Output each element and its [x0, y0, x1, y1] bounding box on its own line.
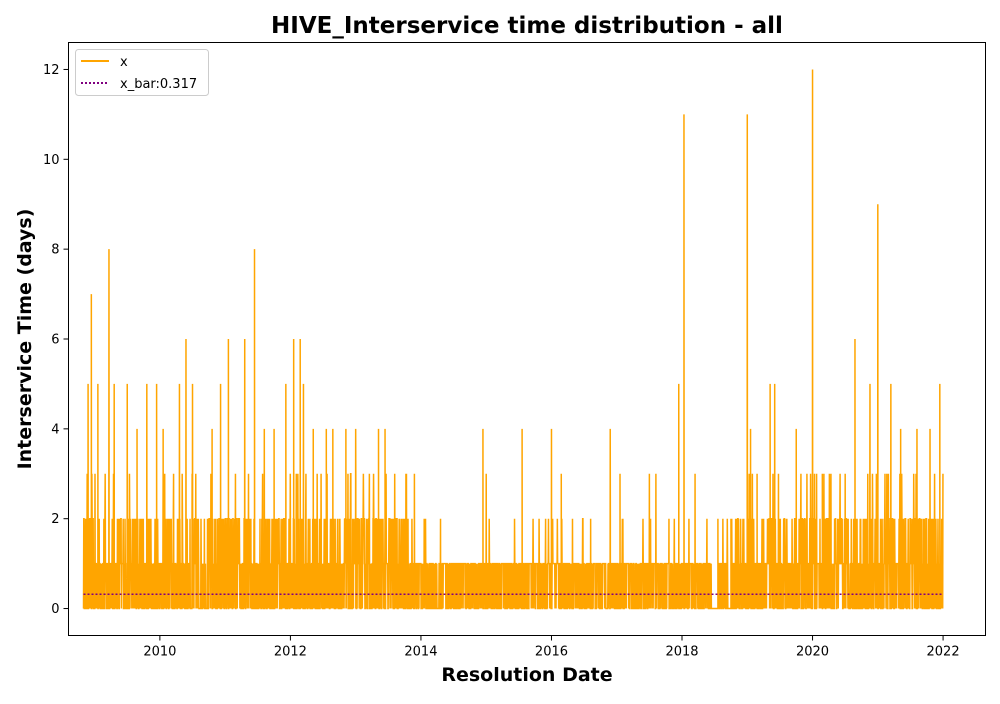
- y-tick-label-12: 12: [43, 63, 60, 78]
- y-tick-label-4: 4: [51, 422, 59, 437]
- y-axis-label: Interservice Time (days): [14, 209, 36, 470]
- y-tick-label-2: 2: [51, 512, 59, 527]
- plot-content: [82, 69, 944, 610]
- x-tick-label-2018: 2018: [665, 645, 698, 660]
- x-axis-label: Resolution Date: [441, 664, 612, 686]
- y-tick-label-0: 0: [51, 602, 59, 617]
- chart-title: HIVE_Interservice time distribution - al…: [271, 13, 783, 39]
- y-tick-label-10: 10: [43, 153, 60, 168]
- legend-label-x-bar: x_bar:0.317: [120, 77, 197, 92]
- legend: x x_bar:0.317: [75, 49, 209, 96]
- x-tick-label-2020: 2020: [796, 645, 829, 660]
- y-tick-label-8: 8: [51, 243, 59, 258]
- x-tick-label-2016: 2016: [535, 645, 568, 660]
- x-tick-label-2010: 2010: [143, 645, 176, 660]
- x-axis: 2010 2012 2014 2016 2018 2020 2022: [143, 635, 960, 660]
- y-axis: 0 2 4 6 8 10 12: [43, 63, 69, 617]
- x-tick-label-2014: 2014: [404, 645, 437, 660]
- legend-label-x: x: [120, 55, 128, 70]
- x-tick-label-2022: 2022: [927, 645, 960, 660]
- y-tick-label-6: 6: [51, 333, 59, 348]
- x-tick-label-2012: 2012: [274, 645, 307, 660]
- series-x-line: [82, 69, 944, 610]
